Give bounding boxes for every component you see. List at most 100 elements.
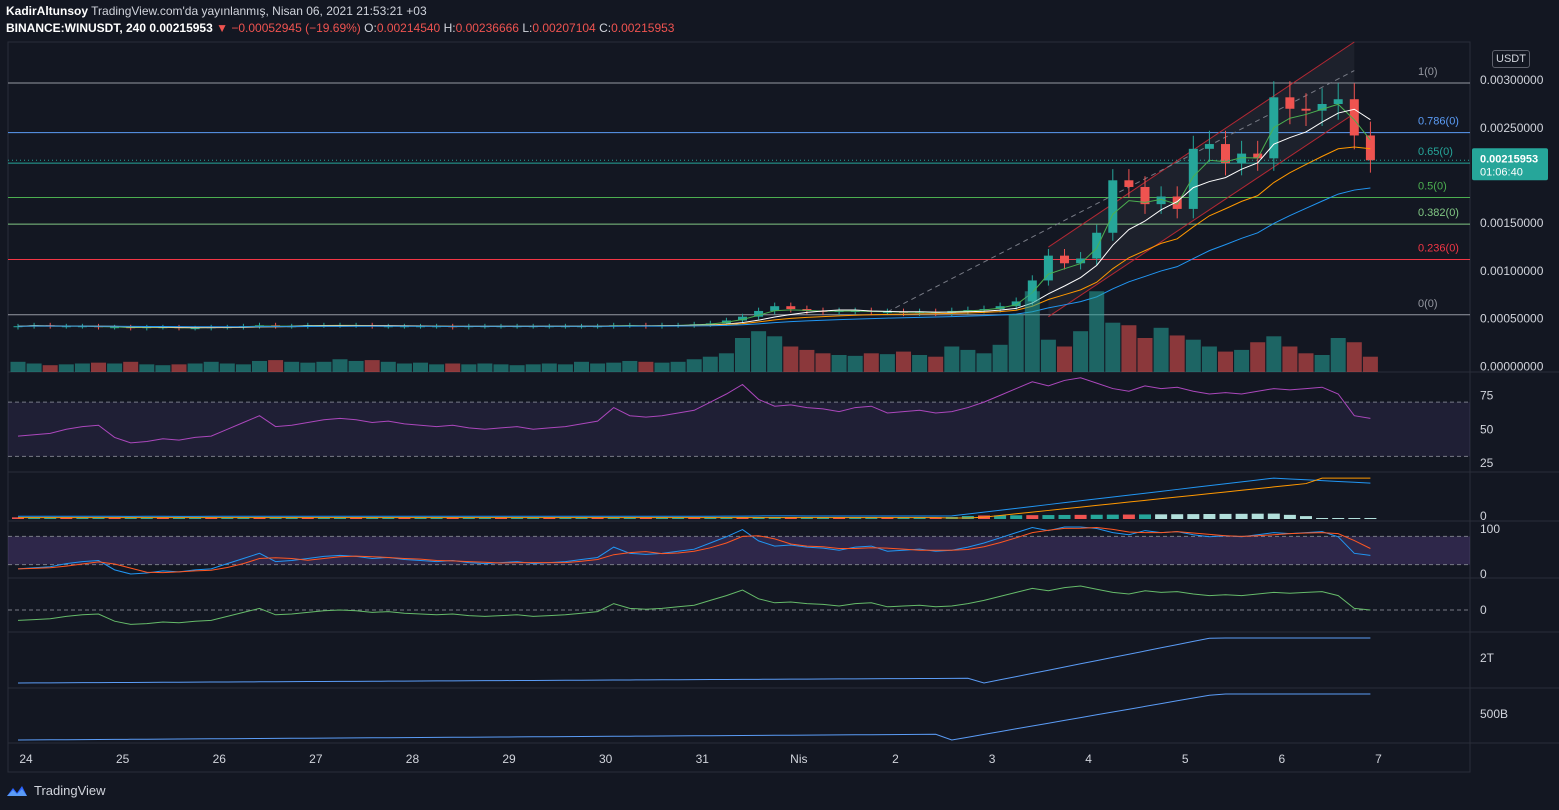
volume-bar [1362, 356, 1378, 372]
volume-bar [1169, 335, 1185, 372]
volume-bar [155, 365, 171, 372]
histogram-bar [913, 517, 926, 519]
close-label: C: [599, 21, 612, 35]
histogram-bar [897, 517, 910, 519]
open-value: 0.00214540 [376, 21, 441, 35]
channel-upper [1048, 41, 1355, 248]
histogram-bar [1267, 513, 1280, 519]
currency-badge[interactable]: USDT [1492, 50, 1530, 68]
x-tick-label: 5 [1182, 752, 1189, 766]
last-price-badge [1472, 148, 1548, 181]
histogram-bar [881, 517, 894, 519]
volume-bar [1250, 342, 1266, 372]
histogram-bar [60, 517, 73, 519]
chart-legend: KadirAltunsoy TradingView.com'da yayınla… [6, 3, 674, 37]
volume-bar [1201, 346, 1217, 372]
last-price-badge-value: 0.00215953 [1480, 153, 1538, 165]
fib-level-label: 0(0) [1418, 298, 1438, 310]
volume-bar [493, 364, 509, 372]
volume-bar [1314, 355, 1330, 372]
candle-body [1092, 232, 1102, 259]
high-label: H: [443, 21, 456, 35]
low-value: 0.00207104 [532, 21, 596, 35]
volume-bar [863, 353, 879, 372]
candle-body [1027, 280, 1037, 302]
histogram-bar [607, 517, 620, 519]
fib-level-label: 0.382(0) [1418, 207, 1459, 219]
stoch-k-line [17, 526, 1371, 575]
candle-body [110, 327, 120, 329]
histogram-bar [382, 517, 395, 519]
volume-bar [1024, 291, 1040, 372]
high-value: 0.00236666 [455, 21, 519, 35]
histogram-bar [623, 517, 636, 519]
candle-body [61, 326, 71, 328]
volume-bar [380, 361, 396, 372]
histogram-bar [1300, 516, 1312, 519]
histogram-bar [591, 517, 604, 519]
volume-bar [477, 363, 493, 372]
x-tick-label: 31 [696, 752, 710, 766]
candle-body [1043, 255, 1053, 281]
histogram-bar [221, 517, 234, 519]
histogram-bar [672, 517, 685, 519]
histogram-bar [833, 517, 846, 519]
channel-lower [1048, 113, 1355, 318]
candle-body [1221, 144, 1230, 164]
author-name[interactable]: KadirAltunsoy [6, 4, 89, 18]
volume-bar [1073, 331, 1089, 372]
histogram-bar [317, 517, 330, 519]
histogram-bar [1364, 518, 1377, 519]
volume-bar [896, 351, 911, 372]
fib-level-label: 0.65(0) [1418, 146, 1453, 158]
histogram-bar [108, 517, 121, 519]
histogram-bar [76, 517, 89, 519]
candle-body [786, 306, 796, 310]
histogram-bar [929, 517, 942, 519]
volume-bar [606, 362, 622, 372]
histogram-bar [285, 517, 298, 519]
volume-bar [928, 356, 944, 372]
x-tick-label: Nis [790, 752, 807, 766]
candle-body [77, 326, 87, 328]
histogram-bar [752, 517, 765, 519]
footer-brand[interactable]: TradingView [6, 783, 106, 798]
rsi-tick-label: 25 [1480, 456, 1494, 470]
x-tick-label: 24 [19, 752, 33, 766]
histogram-bar [688, 517, 701, 519]
volume-bar [1153, 327, 1169, 372]
volume-bar [300, 362, 316, 372]
candle-body [1156, 196, 1166, 205]
symbol-label[interactable]: BINANCE:WINUSDT, 240 [6, 21, 147, 35]
histogram-bar [1283, 514, 1296, 519]
x-tick-label: 2 [892, 752, 899, 766]
volume-bar [944, 346, 960, 372]
volume-bar [26, 363, 42, 372]
volume-bar [348, 360, 364, 372]
histogram-bar [446, 517, 459, 519]
volume-bar [1218, 351, 1233, 372]
volume-bar [960, 349, 976, 372]
volume-bar [1137, 338, 1153, 372]
candle-body [1172, 196, 1182, 209]
volume-bar [252, 360, 267, 372]
volume-bar [42, 365, 58, 372]
histogram-bar [849, 517, 862, 519]
volume-bar [203, 361, 219, 372]
volume-bar [219, 363, 235, 372]
volume-bar [1234, 349, 1250, 372]
histogram-bar [639, 517, 652, 519]
volume-bar [1040, 339, 1056, 372]
y-tick-label: 0.00100000 [1480, 264, 1544, 278]
x-tick-label: 25 [116, 752, 130, 766]
volume-bar [638, 361, 654, 372]
publish-info: TradingView.com'da yayınlanmış, Nisan 06… [91, 4, 427, 18]
histogram-bar [189, 517, 202, 519]
change-down-icon: ▼ [216, 21, 228, 35]
x-tick-label: 27 [309, 752, 323, 766]
candle-body [1140, 186, 1150, 205]
histogram-bar [1010, 515, 1023, 519]
candle-body [1301, 108, 1311, 111]
histogram-bar [430, 517, 443, 519]
